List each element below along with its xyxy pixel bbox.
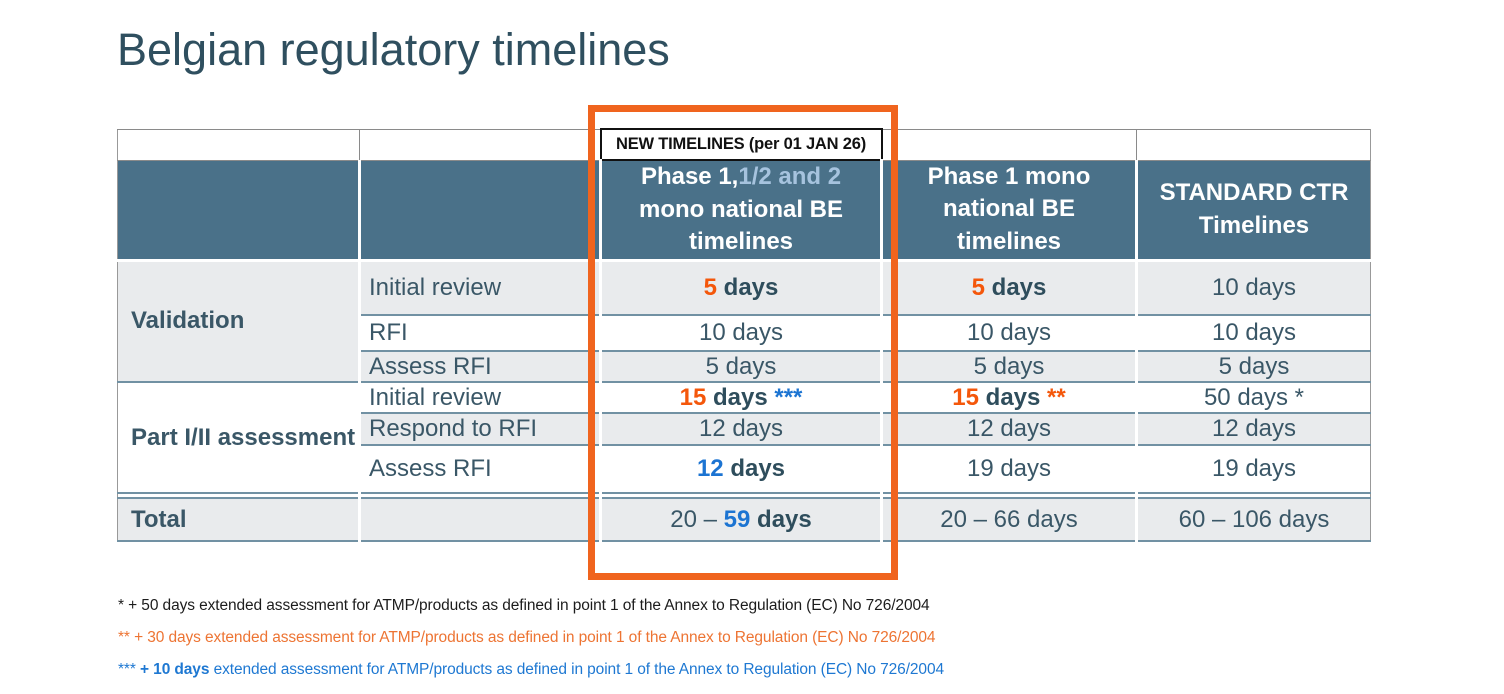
row-label: Assess RFI [358,444,602,493]
banner-empty-cell [881,128,1137,161]
value-standard-ctr: 5 days [1135,350,1371,382]
total-new-multi: 20 – 59 days [599,497,883,542]
value-phase1-mono: 5 days [880,259,1138,315]
value-phase1-mono: 15 days ** [880,381,1138,413]
value-standard-ctr: 10 days [1135,259,1371,315]
value-phase1-mono: 12 days [880,412,1138,445]
col-header-standard-ctr: STANDARD CTR Timelines [1135,159,1371,262]
row-group-part-assessment: Part I/II assessment [117,381,361,493]
footnote-30-days: ** + 30 days extended assessment for ATM… [118,628,936,646]
value-standard-ctr: 10 days [1135,314,1371,351]
page-title: Belgian regulatory timelines [117,24,670,75]
table-row: Validation Initial review 5 days 5 days … [117,259,1371,382]
row-label: RFI [358,314,602,351]
table-row: Assess RFI 5 days 5 days 5 days [118,350,1371,382]
row-label: Respond to RFI [358,412,602,445]
header-white-part: Phase 1, [640,163,739,191]
timelines-table-wrap: NEW TIMELINES (per 01 JAN 26) Phase 1,1/… [117,128,1371,542]
banner-empty-cell [1136,128,1371,161]
table-row: Assess RFI 12 days 19 days 19 days [118,444,1371,493]
header-lightblue-part: 1/2 and 2 [738,163,842,191]
value-standard-ctr: 19 days [1135,444,1371,493]
value-new-multi: 15 days *** [599,381,883,413]
row-spacer [117,492,1371,498]
value-new-multi: 5 days [599,259,883,315]
total-phase1-mono: 20 – 66 days [880,497,1138,542]
footnote-50-days: * + 50 days extended assessment for ATMP… [118,597,930,614]
header-row: Phase 1,1/2 and 2 mono national BE timel… [117,159,1371,262]
value-phase1-mono: 5 days [880,350,1138,382]
table-row: Respond to RFI 12 days 12 days 12 days [118,412,1371,445]
row-label: Assess RFI [358,350,602,382]
value-phase1-mono: 10 days [880,314,1138,351]
row-group-total: Total [117,497,361,542]
value-new-multi: 10 days [599,314,883,351]
table-row: Part I/II assessment Initial review 15 d… [117,381,1371,493]
banner-empty-cell [359,128,601,161]
value-new-multi: 5 days [599,350,883,382]
value-phase1-mono: 19 days [880,444,1138,493]
new-timelines-banner: NEW TIMELINES (per 01 JAN 26) [599,128,883,161]
timelines-table: NEW TIMELINES (per 01 JAN 26) Phase 1,1/… [117,128,1371,542]
row-group-validation: Validation [117,259,361,382]
header-empty-cell [117,159,361,262]
footnote-10-days: *** + 10 days extended assessment for AT… [118,660,944,678]
col-header-phase1-12-2: Phase 1,1/2 and 2 mono national BE timel… [599,159,883,262]
header-white-part: mono national BE timelines [639,195,843,255]
banner-row: NEW TIMELINES (per 01 JAN 26) [117,128,1371,161]
total-standard-ctr: 60 – 106 days [1135,497,1371,542]
value-standard-ctr: 50 days * [1135,381,1371,413]
col-header-phase1-mono: Phase 1 mono national BE timelines [880,159,1138,262]
table-row: RFI 10 days 10 days 10 days [118,314,1371,351]
value-new-multi: 12 days [599,412,883,445]
footnotes: * + 50 days extended assessment for ATMP… [118,596,944,692]
banner-empty-cell [117,128,360,161]
value-new-multi: 12 days [599,444,883,493]
total-row: Total 20 – 59 days 20 – 66 days 60 – 106… [117,497,1371,542]
row-label: Initial review [358,259,602,315]
header-empty-cell [358,159,602,262]
row-label: Initial review [358,381,602,413]
value-standard-ctr: 12 days [1135,412,1371,445]
total-empty-cell [358,497,602,542]
